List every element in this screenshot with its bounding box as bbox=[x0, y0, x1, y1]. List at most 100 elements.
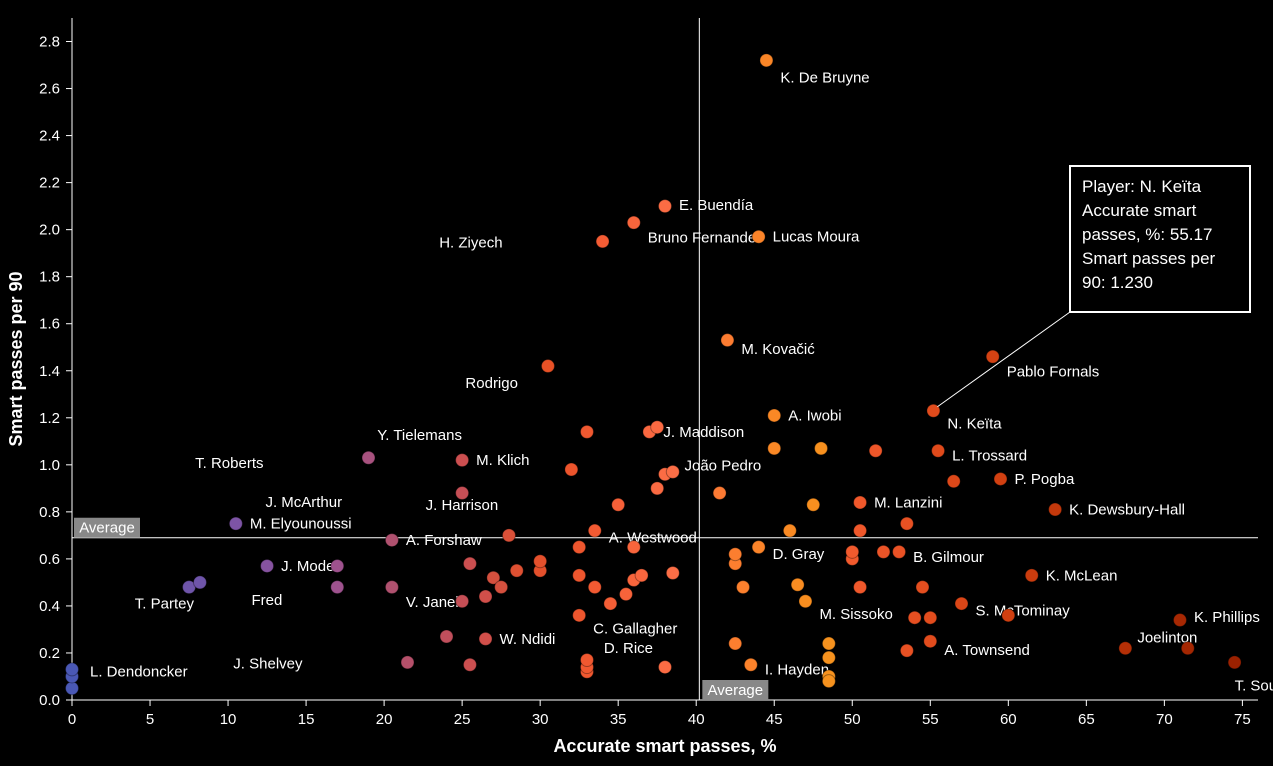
data-point[interactable] bbox=[635, 569, 648, 582]
data-point[interactable] bbox=[659, 200, 672, 213]
data-point[interactable] bbox=[596, 235, 609, 248]
data-point[interactable] bbox=[846, 545, 859, 558]
data-point[interactable] bbox=[822, 651, 835, 664]
data-point[interactable] bbox=[463, 557, 476, 570]
data-point[interactable] bbox=[986, 350, 999, 363]
data-point[interactable] bbox=[1002, 609, 1015, 622]
data-point[interactable] bbox=[807, 498, 820, 511]
data-point[interactable] bbox=[1049, 503, 1062, 516]
y-tick-label: 1.0 bbox=[39, 457, 60, 474]
data-point[interactable] bbox=[627, 216, 640, 229]
x-tick-label: 50 bbox=[844, 711, 861, 728]
data-point[interactable] bbox=[510, 564, 523, 577]
data-point[interactable] bbox=[877, 545, 890, 558]
data-point[interactable] bbox=[869, 444, 882, 457]
data-point[interactable] bbox=[580, 654, 593, 667]
data-point[interactable] bbox=[752, 541, 765, 554]
data-point[interactable] bbox=[612, 498, 625, 511]
data-point[interactable] bbox=[331, 559, 344, 572]
data-point[interactable] bbox=[737, 581, 750, 594]
data-point[interactable] bbox=[783, 524, 796, 537]
y-tick-label: 2.4 bbox=[39, 128, 60, 145]
data-point[interactable] bbox=[463, 658, 476, 671]
data-point[interactable] bbox=[401, 656, 414, 669]
data-point[interactable] bbox=[651, 421, 664, 434]
data-point[interactable] bbox=[760, 54, 773, 67]
data-point[interactable] bbox=[651, 482, 664, 495]
data-point[interactable] bbox=[261, 559, 274, 572]
data-point[interactable] bbox=[66, 682, 79, 695]
data-point[interactable] bbox=[479, 590, 492, 603]
data-point[interactable] bbox=[713, 487, 726, 500]
data-point[interactable] bbox=[659, 661, 672, 674]
data-point[interactable] bbox=[331, 581, 344, 594]
data-point[interactable] bbox=[385, 581, 398, 594]
point-label: H. Ziyech bbox=[439, 234, 502, 251]
data-point[interactable] bbox=[666, 465, 679, 478]
data-point[interactable] bbox=[822, 637, 835, 650]
data-point[interactable] bbox=[1181, 642, 1194, 655]
data-point[interactable] bbox=[534, 555, 547, 568]
data-point[interactable] bbox=[580, 425, 593, 438]
data-point[interactable] bbox=[502, 529, 515, 542]
data-point[interactable] bbox=[916, 581, 929, 594]
data-point[interactable] bbox=[495, 581, 508, 594]
data-point[interactable] bbox=[900, 517, 913, 530]
data-point[interactable] bbox=[994, 472, 1007, 485]
data-point[interactable] bbox=[955, 597, 968, 610]
data-point[interactable] bbox=[229, 517, 242, 530]
data-point[interactable] bbox=[924, 611, 937, 624]
data-point[interactable] bbox=[362, 451, 375, 464]
data-point[interactable] bbox=[908, 611, 921, 624]
data-point[interactable] bbox=[791, 578, 804, 591]
data-point[interactable] bbox=[565, 463, 578, 476]
y-tick-label: 1.6 bbox=[39, 316, 60, 333]
data-point[interactable] bbox=[947, 475, 960, 488]
data-point[interactable] bbox=[627, 541, 640, 554]
tooltip-line: passes, %: 55.17 bbox=[1082, 225, 1212, 244]
data-point[interactable] bbox=[729, 548, 742, 561]
data-point[interactable] bbox=[573, 569, 586, 582]
data-point[interactable] bbox=[815, 442, 828, 455]
data-point[interactable] bbox=[604, 597, 617, 610]
y-tick-label: 1.4 bbox=[39, 363, 60, 380]
data-point[interactable] bbox=[456, 595, 469, 608]
data-point[interactable] bbox=[932, 444, 945, 457]
data-point[interactable] bbox=[744, 658, 757, 671]
data-point[interactable] bbox=[573, 609, 586, 622]
avg-badge-text: Average bbox=[79, 520, 135, 537]
data-point[interactable] bbox=[752, 230, 765, 243]
data-point[interactable] bbox=[1228, 656, 1241, 669]
data-point[interactable] bbox=[822, 675, 835, 688]
data-point[interactable] bbox=[721, 334, 734, 347]
data-point[interactable] bbox=[588, 524, 601, 537]
data-point[interactable] bbox=[588, 581, 601, 594]
data-point[interactable] bbox=[666, 567, 679, 580]
data-point[interactable] bbox=[924, 635, 937, 648]
data-point[interactable] bbox=[66, 663, 79, 676]
data-point[interactable] bbox=[479, 632, 492, 645]
data-point[interactable] bbox=[854, 496, 867, 509]
data-point[interactable] bbox=[768, 409, 781, 422]
data-point[interactable] bbox=[1173, 614, 1186, 627]
point-label: Fred bbox=[251, 592, 282, 609]
data-point[interactable] bbox=[193, 576, 206, 589]
data-point[interactable] bbox=[440, 630, 453, 643]
point-label: K. Dewsbury-Hall bbox=[1069, 502, 1185, 519]
data-point[interactable] bbox=[799, 595, 812, 608]
data-point[interactable] bbox=[1119, 642, 1132, 655]
point-label: W. Ndidi bbox=[500, 631, 556, 648]
data-point[interactable] bbox=[854, 524, 867, 537]
data-point[interactable] bbox=[541, 360, 554, 373]
data-point[interactable] bbox=[893, 545, 906, 558]
data-point[interactable] bbox=[1025, 569, 1038, 582]
data-point[interactable] bbox=[456, 454, 469, 467]
data-point[interactable] bbox=[729, 637, 742, 650]
data-point[interactable] bbox=[385, 534, 398, 547]
data-point[interactable] bbox=[854, 581, 867, 594]
data-point[interactable] bbox=[573, 541, 586, 554]
data-point[interactable] bbox=[900, 644, 913, 657]
data-point[interactable] bbox=[619, 588, 632, 601]
data-point[interactable] bbox=[768, 442, 781, 455]
tooltip-line: Smart passes per bbox=[1082, 249, 1216, 268]
